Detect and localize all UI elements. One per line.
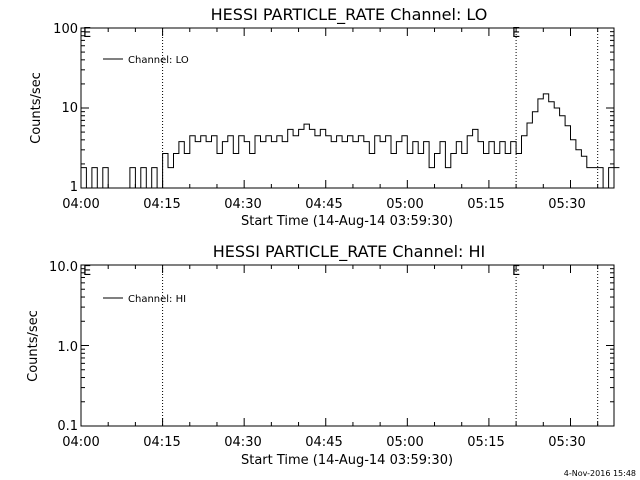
lo-legend-label: Channel: LO	[128, 55, 189, 66]
lo-y-tick-label: 1	[70, 180, 78, 195]
lo-y-axis-label: Counts/sec	[29, 72, 44, 144]
hi-x-axis-label: Start Time (14-Aug-14 03:59:30)	[241, 453, 453, 468]
lo-x-tick-label: 04:45	[305, 197, 342, 212]
hi-chart-title: HESSI PARTICLE_RATE Channel: HI	[213, 242, 486, 262]
lo-plot-frame	[80, 27, 615, 189]
hi-x-tick-label: 04:30	[224, 435, 261, 450]
hi-x-tick-label: 05:00	[386, 435, 423, 450]
hi-y-tick-label: 1.0	[57, 340, 78, 355]
hi-y-axis-label: Counts/sec	[26, 310, 41, 382]
hi-plot-frame	[80, 264, 615, 427]
lo-series-group	[80, 28, 620, 189]
hi-x-tick-label: 05:30	[548, 435, 585, 450]
lo-x-tick-label: 04:30	[224, 197, 261, 212]
lo-y-tick-label: 100	[53, 22, 78, 37]
footer-timestamp: 4-Nov-2016 15:48	[564, 469, 636, 478]
lo-x-tick-label: 04:00	[62, 197, 99, 212]
lo-x-tick-label: 05:15	[467, 197, 504, 212]
lo-chart-title: HESSI PARTICLE_RATE Channel: LO	[211, 5, 488, 25]
lo-marker-label: E	[83, 26, 91, 41]
panel-lo: HESSI PARTICLE_RATE Channel: LO Counts/s…	[29, 5, 620, 229]
panel-hi: HESSI PARTICLE_RATE Channel: HI Counts/s…	[26, 242, 615, 468]
hi-x-tick-label: 04:45	[305, 435, 342, 450]
hi-x-tick-label: 04:00	[62, 435, 99, 450]
hi-y-tick-label: 0.1	[57, 419, 78, 434]
lo-x-tick-label: 05:00	[386, 197, 423, 212]
lo-x-tick-label: 05:30	[548, 197, 585, 212]
hi-series-group	[80, 265, 614, 427]
lo-marker-label: E	[512, 26, 520, 41]
hi-legend-label: Channel: HI	[128, 294, 186, 305]
lo-series-line	[81, 93, 620, 189]
lo-x-axis-label: Start Time (14-Aug-14 03:59:30)	[241, 214, 453, 229]
hi-x-tick-label: 05:15	[467, 435, 504, 450]
hi-marker-label: E	[83, 264, 91, 279]
lo-y-tick-label: 10	[61, 101, 78, 116]
lo-x-tick-label: 04:15	[143, 197, 180, 212]
hi-x-tick-label: 04:15	[143, 435, 180, 450]
hi-y-tick-label: 10.0	[49, 260, 78, 275]
